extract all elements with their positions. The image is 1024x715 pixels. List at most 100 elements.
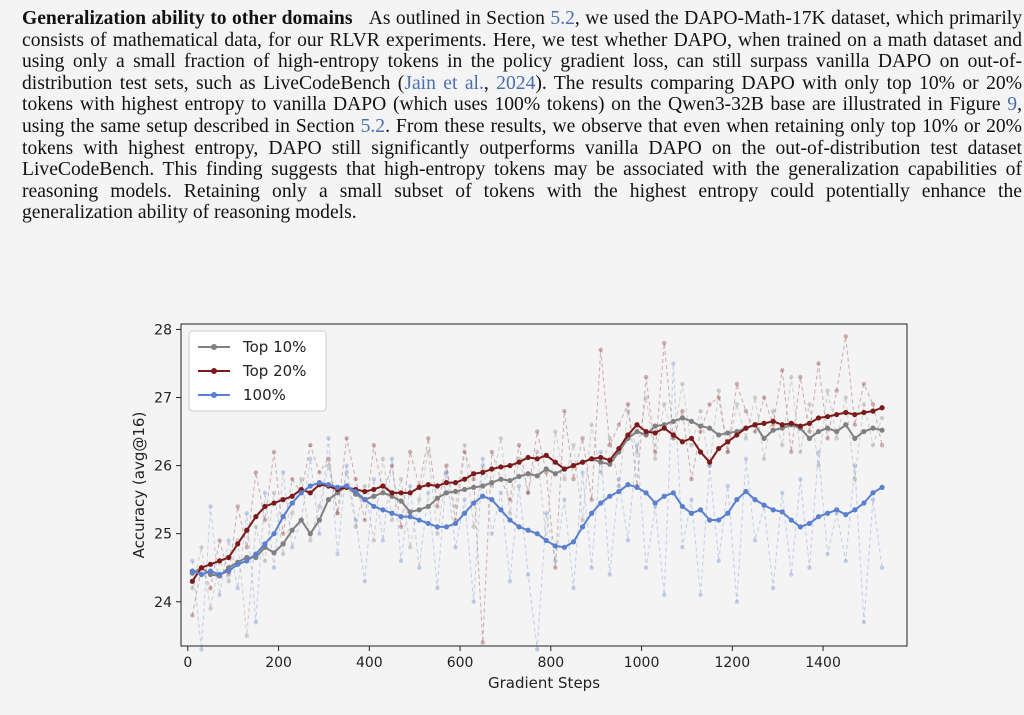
series-point-full <box>289 500 295 506</box>
series-point-top20 <box>307 490 313 496</box>
raw-point-top10 <box>317 504 322 509</box>
raw-point-full <box>643 565 649 570</box>
series-point-top20 <box>797 423 803 429</box>
raw-point-full <box>253 619 259 625</box>
series-point-top10 <box>407 509 413 515</box>
series-point-top10 <box>298 517 304 523</box>
raw-point-full <box>235 585 240 591</box>
raw-point-top10 <box>798 449 803 455</box>
raw-point-top20 <box>335 511 340 516</box>
raw-point-top20 <box>308 442 313 448</box>
y-tick-label: 28 <box>154 322 172 338</box>
series-point-full <box>389 510 395 516</box>
series-point-full <box>244 558 250 564</box>
series-point-full <box>480 493 486 499</box>
raw-point-top10 <box>326 463 331 468</box>
series-point-full <box>788 517 794 523</box>
raw-point-top20 <box>289 477 295 482</box>
raw-point-top10 <box>253 524 259 530</box>
series-point-top10 <box>516 473 522 480</box>
series-point-top20 <box>389 490 395 496</box>
raw-point-full <box>625 538 631 543</box>
series-point-top20 <box>198 565 205 571</box>
raw-point-top10 <box>344 470 349 475</box>
series-point-top20 <box>189 578 195 584</box>
series-point-full <box>616 488 622 495</box>
series-point-full <box>471 500 477 506</box>
paragraph: Generalization ability to other domains … <box>22 8 1022 224</box>
series-point-top10 <box>770 427 776 433</box>
series-point-top10 <box>688 418 695 424</box>
paragraph-text: . From these results, we observe that ev… <box>22 115 1022 224</box>
series-point-top20 <box>226 554 232 561</box>
raw-point-full <box>289 545 295 550</box>
figure-ref-link[interactable]: 9 <box>1007 94 1018 116</box>
series-point-full <box>598 500 604 506</box>
citation-year-link[interactable]: 2024 <box>496 72 536 94</box>
raw-point-top20 <box>244 545 249 550</box>
citation-author-link[interactable]: Jain et al. <box>404 72 484 94</box>
raw-point-full <box>598 449 603 455</box>
series-point-top10 <box>271 550 277 556</box>
raw-point-top10 <box>199 545 204 550</box>
series-point-full <box>516 524 522 530</box>
series-point-top20 <box>743 425 749 431</box>
raw-point-full <box>662 592 667 598</box>
x-tick-label: 0 <box>183 655 192 671</box>
legend-items <box>198 344 230 398</box>
raw-point-full <box>226 538 231 543</box>
series-point-full <box>652 500 658 506</box>
series-point-top20 <box>398 490 404 496</box>
raw-point-full <box>489 531 495 536</box>
y-tick-label: 24 <box>154 595 172 611</box>
raw-point-full <box>580 470 585 475</box>
raw-point-top20 <box>816 361 821 366</box>
series-point-top10 <box>371 493 377 499</box>
section-ref-link[interactable]: 5.2 <box>550 8 575 29</box>
series-point-top10 <box>543 466 549 472</box>
raw-point-top20 <box>534 429 540 434</box>
raw-point-top20 <box>516 442 522 448</box>
raw-point-full <box>262 490 268 496</box>
raw-point-top20 <box>326 456 331 461</box>
series-point-top10 <box>489 480 495 486</box>
raw-point-top20 <box>344 436 349 441</box>
paragraph-text: , we used the DAPO-Math-17K dataset, whi… <box>22 8 1022 94</box>
raw-point-top10 <box>734 402 740 407</box>
raw-point-full <box>562 497 567 502</box>
series-point-top10 <box>534 473 540 479</box>
raw-point-full <box>190 558 195 564</box>
raw-point-top10 <box>190 585 195 591</box>
raw-point-top20 <box>507 497 513 502</box>
raw-point-full <box>326 436 331 441</box>
raw-point-top10 <box>662 402 667 407</box>
raw-point-top10 <box>807 402 812 407</box>
raw-point-full <box>807 565 812 570</box>
raw-point-top10 <box>462 442 467 448</box>
series-point-top10 <box>806 435 813 441</box>
series-point-top10 <box>725 430 731 436</box>
series-point-top20 <box>752 422 758 428</box>
series-point-top20 <box>688 435 695 441</box>
raw-point-top10 <box>289 511 295 516</box>
series-point-top20 <box>507 462 513 469</box>
series-point-full <box>416 517 422 523</box>
raw-point-top20 <box>362 517 367 523</box>
series-point-top10 <box>870 425 876 431</box>
series-point-full <box>834 507 840 513</box>
raw-point-top10 <box>689 442 694 448</box>
raw-point-full <box>825 551 830 557</box>
series-point-top10 <box>879 427 885 433</box>
series-point-top10 <box>280 541 286 547</box>
section-ref-link[interactable]: 5.2 <box>360 115 386 137</box>
raw-point-full <box>553 558 558 564</box>
series-point-top10 <box>607 461 613 467</box>
series-point-full <box>325 482 332 488</box>
series-point-top20 <box>634 422 640 428</box>
raw-point-top20 <box>480 640 485 645</box>
raw-point-top20 <box>190 613 195 618</box>
series-point-full <box>334 484 341 490</box>
series-point-full <box>498 507 504 513</box>
series-point-top20 <box>407 490 413 496</box>
raw-point-top10 <box>680 381 685 387</box>
